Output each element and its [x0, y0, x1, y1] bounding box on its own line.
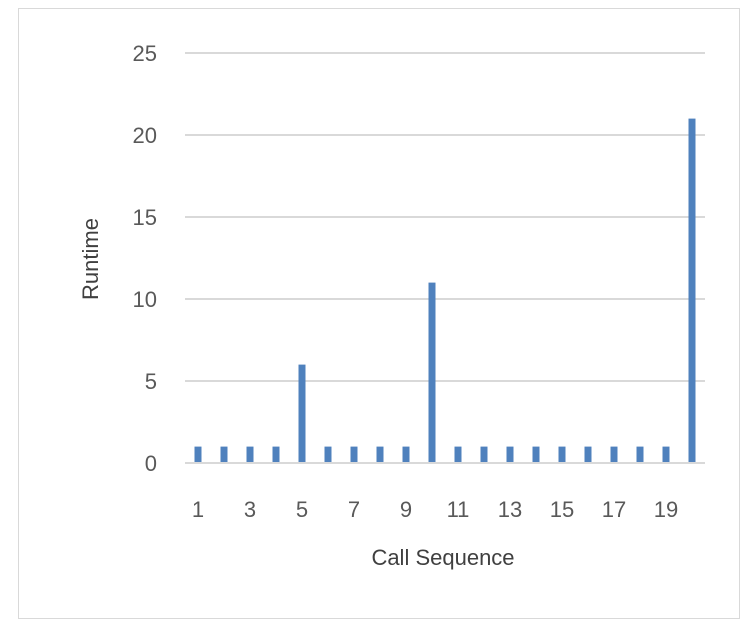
- bars: [194, 118, 696, 463]
- x-axis-title: Call Sequence: [371, 545, 514, 570]
- x-tick-label: 13: [498, 497, 522, 522]
- bar-5: [298, 364, 306, 463]
- bar-13: [506, 446, 514, 463]
- y-axis-ticks: 0 5 10 15 20 25: [133, 41, 157, 476]
- bar-9: [402, 446, 410, 463]
- x-tick-label: 3: [244, 497, 256, 522]
- bar-3: [246, 446, 254, 463]
- y-tick-label: 20: [133, 123, 157, 148]
- bar-2: [220, 446, 228, 463]
- y-tick-label: 15: [133, 205, 157, 230]
- bar-4: [272, 446, 280, 463]
- bar-20: [688, 118, 696, 463]
- gridlines: [185, 52, 705, 382]
- y-tick-label: 5: [145, 369, 157, 394]
- bar-8: [376, 446, 384, 463]
- bar-17: [610, 446, 618, 463]
- bar-16: [584, 446, 592, 463]
- x-tick-label: 5: [296, 497, 308, 522]
- y-tick-label: 10: [133, 287, 157, 312]
- bar-6: [324, 446, 332, 463]
- x-tick-label: 7: [348, 497, 360, 522]
- bar-10: [428, 282, 436, 463]
- y-tick-label: 25: [133, 41, 157, 66]
- x-tick-label: 9: [400, 497, 412, 522]
- x-tick-label: 1: [192, 497, 204, 522]
- bar-19: [662, 446, 670, 463]
- bar-11: [454, 446, 462, 463]
- bar-12: [480, 446, 488, 463]
- x-axis-ticks: 1 3 5 7 9 11 13 15 17 19: [192, 497, 678, 522]
- bar-15: [558, 446, 566, 463]
- bar-7: [350, 446, 358, 463]
- bar-14: [532, 446, 540, 463]
- x-tick-label: 17: [602, 497, 626, 522]
- x-tick-label: 11: [447, 497, 470, 522]
- chart-frame: [18, 8, 740, 619]
- bar-18: [636, 446, 644, 463]
- x-tick-label: 19: [654, 497, 678, 522]
- x-tick-label: 15: [550, 497, 574, 522]
- bar-1: [194, 446, 202, 463]
- y-axis-title: Runtime: [78, 218, 103, 300]
- y-tick-label: 0: [145, 451, 157, 476]
